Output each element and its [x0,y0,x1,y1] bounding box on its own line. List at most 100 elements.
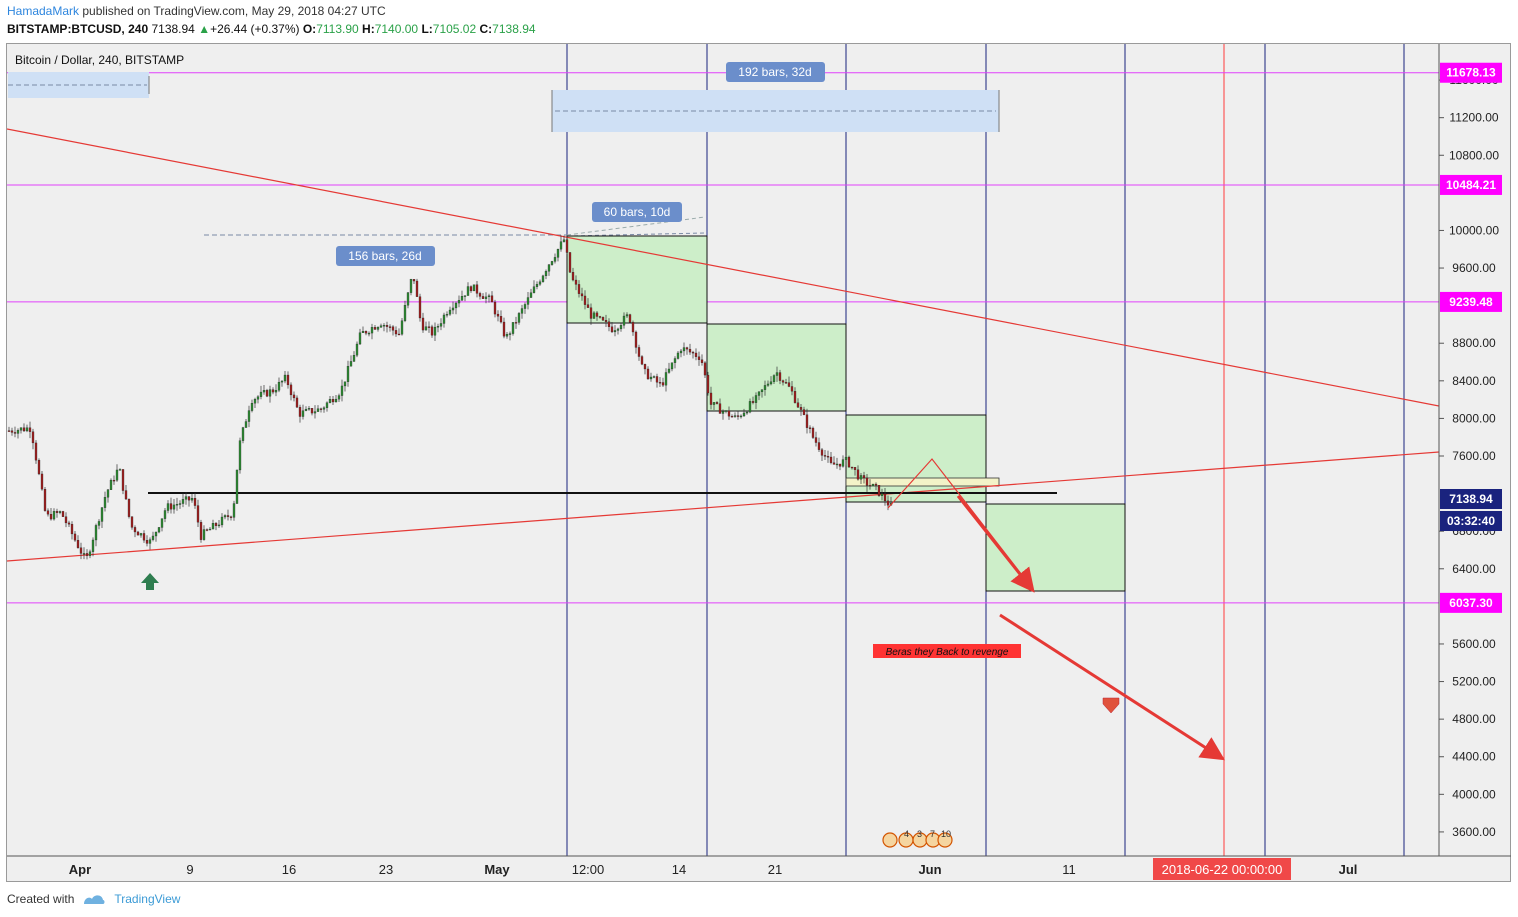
candle-body [472,284,476,292]
candle-body [736,415,740,417]
candle-body [31,431,35,444]
candle-body [391,326,395,331]
candle-body [604,320,608,322]
candle-body [811,427,815,438]
x-tick-label: Jun [918,862,941,877]
low-label: L: [421,22,433,36]
candle-body [331,399,335,403]
candle-body [142,533,146,541]
candle-body [130,516,134,528]
candle-body [145,540,149,544]
candle-body [355,343,359,356]
candle-body [793,391,797,403]
candle-body [568,252,572,273]
created-with-text: Created with [7,892,75,906]
up-arrow-icon: ▲ [198,22,211,36]
y-tick-label: 10800.00 [1449,148,1499,162]
candle-body [760,389,764,393]
candle-body [586,304,590,308]
cycle-box-4 [985,503,1126,592]
high-label: H: [362,22,375,36]
change-text: +26.44 (+0.37%) [210,22,300,36]
candle-body [580,293,584,297]
candle-body [439,323,443,327]
candle-body [634,331,638,348]
candle-body [280,380,284,383]
candle-body [73,533,77,541]
tradingview-link[interactable]: TradingView [114,892,181,906]
candle-body [724,410,728,412]
candle-body [241,427,245,441]
svg-text:Beras they Back to revenge: Beras they Back to revenge [886,647,1009,658]
candle-body [373,327,377,330]
x-tick-label: 14 [672,862,686,877]
candle-body [679,350,683,354]
candle-body [238,440,242,471]
candle-body [325,402,329,408]
candle-body [358,332,362,345]
candle-body [166,503,170,511]
candle-body [97,521,101,526]
candle-body [229,516,233,518]
svg-text:7138.94: 7138.94 [1449,492,1493,506]
candle-body [412,279,416,282]
candle-body [733,415,737,417]
candle-body [340,385,344,396]
candle-body [670,362,674,370]
candle-body [700,359,704,363]
candle-body [163,510,167,519]
symbol-label: BITSTAMP:BTCUSD, 240 [7,22,149,36]
red-arrow-long [999,613,1226,761]
svg-text:60 bars, 10d: 60 bars, 10d [604,205,671,219]
y-tick-label: 6400.00 [1452,562,1496,576]
candle-body [763,385,767,390]
candle-body [556,249,560,258]
candle-body [778,372,782,381]
x-tick-label: 16 [282,862,296,877]
candle-body [622,315,626,326]
candle-body [388,326,392,328]
candle-body [109,479,113,490]
candle-body [676,352,680,359]
candle-body [301,410,305,417]
candle-body [712,402,716,405]
candle-body [826,456,830,458]
candle-body [820,449,824,456]
candle-body [805,414,809,428]
published-text: published on TradingView.com, May 29, 20… [82,4,386,18]
candle-body [751,401,755,403]
ascending-trendline [7,451,1439,562]
candle-body [205,529,209,531]
candle-body [625,314,629,317]
plot-area[interactable] [7,44,1439,856]
candle-body [637,347,641,357]
candle-body [715,402,719,404]
y-tick-label: 10000.00 [1449,223,1499,237]
author-link[interactable]: HamadaMark [7,4,80,18]
candle-body [544,271,548,277]
time-axis[interactable]: Apr 9 16 23 May 12:00 14 21 Jun 11 Jul [69,862,1358,877]
candle-body [235,469,239,504]
candle-body [214,523,218,526]
candle-body [82,553,86,555]
candle-body [520,308,524,314]
candle-body [529,292,533,298]
candle-body [598,316,602,318]
candle-body [646,368,650,380]
candle-body [298,407,302,417]
candle-body [139,533,143,536]
candle-body [394,330,398,335]
price-chart[interactable]: 192 bars, 32d 60 bars, 10d 156 bars, 26d… [6,43,1511,882]
candle-body [253,399,257,404]
candle-body [178,503,182,505]
candle-body [127,498,131,517]
candle-body [616,328,620,331]
candle-body [538,281,542,285]
candle-body [841,459,845,467]
range-label-60: 60 bars, 10d [592,202,682,222]
candle-body [592,312,596,319]
candle-body [334,398,338,403]
candle-body [169,503,173,510]
event-flag-icon [937,832,953,848]
candle-body [478,293,482,297]
